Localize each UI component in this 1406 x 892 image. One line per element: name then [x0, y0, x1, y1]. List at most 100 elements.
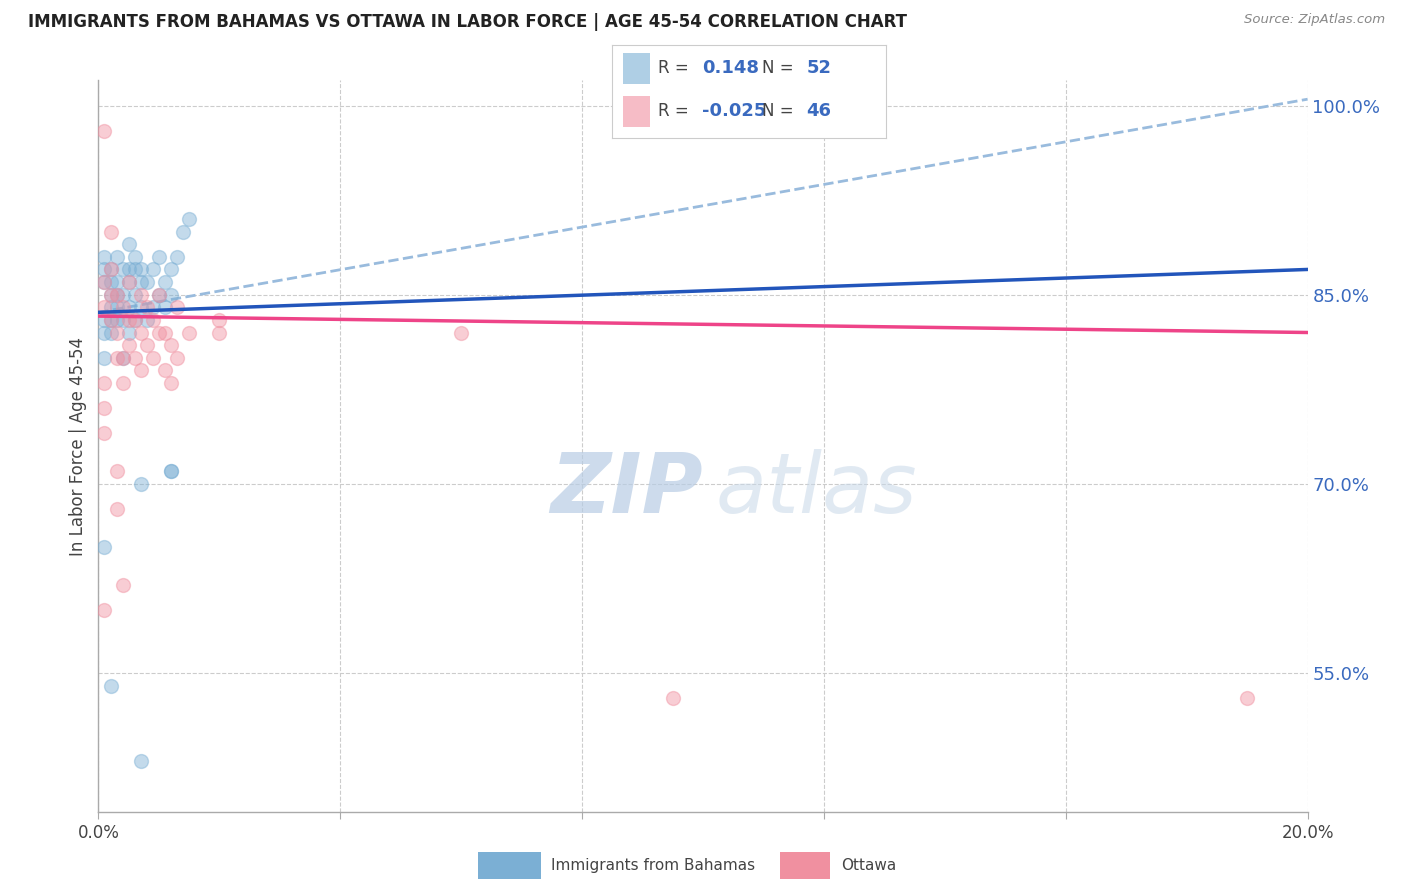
Point	[100, 326, 122, 340]
Point	[105, 326, 128, 340]
Text: -0.025: -0.025	[702, 102, 766, 120]
Point	[153, 363, 176, 377]
Point	[208, 326, 231, 340]
Point	[662, 691, 685, 706]
Text: R =: R =	[658, 60, 695, 78]
Point	[129, 275, 152, 289]
Point	[93, 313, 115, 327]
Point	[129, 287, 152, 301]
Point	[129, 363, 152, 377]
Point	[450, 326, 472, 340]
Point	[118, 275, 141, 289]
Point	[111, 313, 134, 327]
Point	[100, 313, 122, 327]
Point	[118, 275, 141, 289]
Text: Source: ZipAtlas.com: Source: ZipAtlas.com	[1244, 13, 1385, 27]
Point	[124, 313, 146, 327]
Point	[208, 313, 231, 327]
Point	[124, 262, 146, 277]
Point	[142, 351, 165, 365]
Point	[100, 287, 122, 301]
Point	[93, 250, 115, 264]
Point	[100, 262, 122, 277]
Point	[93, 300, 115, 314]
Point	[105, 275, 128, 289]
Point	[93, 262, 115, 277]
Point	[100, 300, 122, 314]
Point	[111, 578, 134, 592]
Text: N =: N =	[762, 60, 799, 78]
Point	[160, 262, 183, 277]
Point	[118, 262, 141, 277]
Point	[105, 351, 128, 365]
Point	[142, 313, 165, 327]
Point	[135, 313, 157, 327]
Point	[93, 401, 115, 416]
Point	[118, 313, 141, 327]
Point	[135, 338, 157, 352]
Point	[135, 300, 157, 314]
Bar	[623, 96, 650, 127]
Point	[118, 300, 141, 314]
Point	[166, 250, 188, 264]
Point	[135, 275, 157, 289]
Point	[93, 275, 115, 289]
Point	[100, 313, 122, 327]
Point	[105, 287, 128, 301]
Point	[148, 287, 170, 301]
Point	[153, 275, 176, 289]
Text: R =: R =	[658, 102, 695, 120]
Point	[148, 326, 170, 340]
Point	[129, 476, 152, 491]
Point	[105, 287, 128, 301]
Point	[111, 300, 134, 314]
Point	[160, 338, 183, 352]
Point	[118, 326, 141, 340]
Point	[93, 603, 115, 617]
Point	[160, 464, 183, 478]
Point	[93, 275, 115, 289]
Point	[100, 262, 122, 277]
Text: IMMIGRANTS FROM BAHAMAS VS OTTAWA IN LABOR FORCE | AGE 45-54 CORRELATION CHART: IMMIGRANTS FROM BAHAMAS VS OTTAWA IN LAB…	[28, 13, 907, 31]
Point	[118, 237, 141, 252]
Point	[93, 124, 115, 138]
Point	[105, 502, 128, 516]
Point	[160, 376, 183, 390]
Point	[1236, 691, 1258, 706]
Point	[129, 262, 152, 277]
Point	[142, 300, 165, 314]
Point	[148, 250, 170, 264]
Point	[111, 351, 134, 365]
Point	[100, 679, 122, 693]
Text: 0.148: 0.148	[702, 60, 759, 78]
Point	[93, 351, 115, 365]
Point	[105, 300, 128, 314]
Point	[111, 287, 134, 301]
Point	[93, 426, 115, 441]
Point	[105, 250, 128, 264]
Point	[153, 300, 176, 314]
Point	[105, 464, 128, 478]
Point	[172, 225, 194, 239]
Point	[166, 351, 188, 365]
Point	[100, 275, 122, 289]
Point	[111, 376, 134, 390]
Text: Ottawa: Ottawa	[841, 858, 896, 872]
Point	[93, 326, 115, 340]
Point	[129, 326, 152, 340]
Point	[111, 351, 134, 365]
Point	[166, 300, 188, 314]
Point	[148, 287, 170, 301]
Point	[124, 313, 146, 327]
Point	[93, 376, 115, 390]
Point	[129, 754, 152, 768]
Text: 52: 52	[806, 60, 831, 78]
Point	[179, 326, 201, 340]
Point	[124, 287, 146, 301]
Point	[118, 338, 141, 352]
Text: atlas: atlas	[716, 450, 917, 531]
Point	[105, 313, 128, 327]
Point	[124, 351, 146, 365]
Point	[100, 287, 122, 301]
Y-axis label: In Labor Force | Age 45-54: In Labor Force | Age 45-54	[69, 336, 87, 556]
